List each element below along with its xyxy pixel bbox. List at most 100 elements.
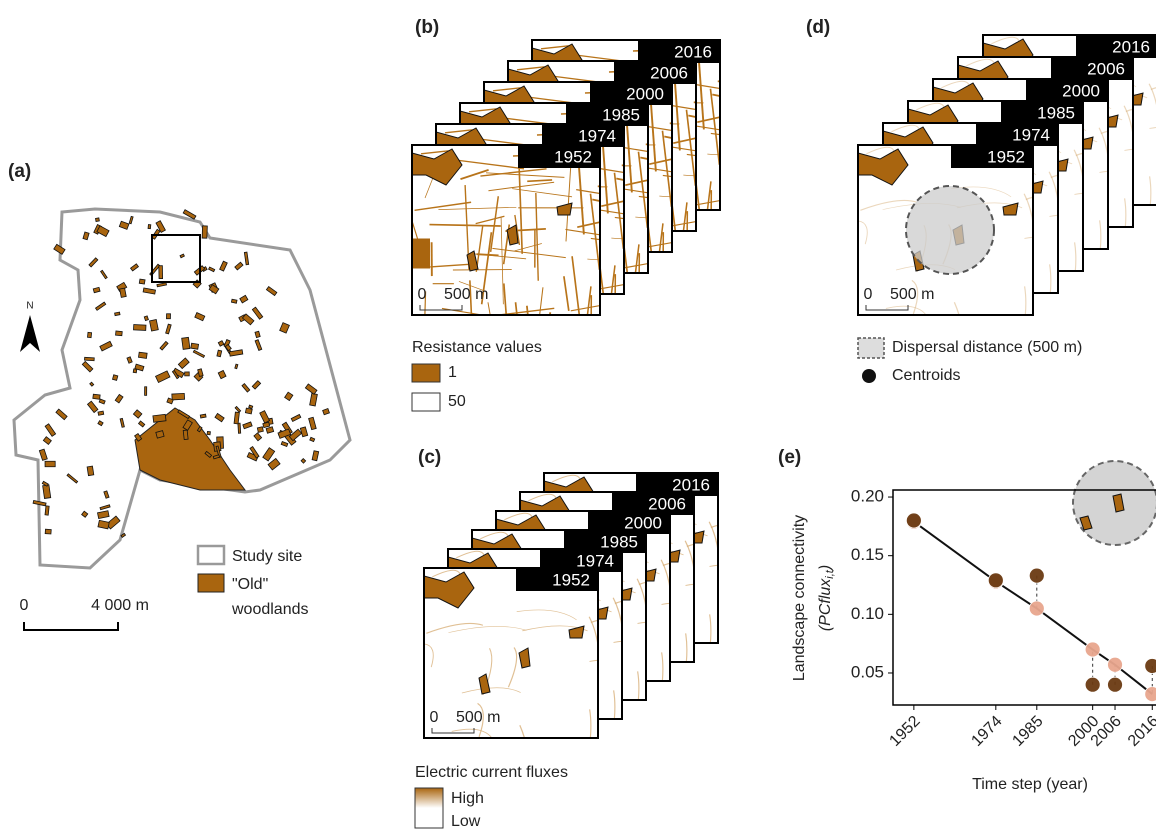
- woodland-patch: [256, 426, 264, 433]
- woodland-patch: [149, 319, 159, 332]
- flux-line: [1119, 226, 1121, 227]
- north-label: N: [26, 301, 33, 312]
- field-edge: [661, 130, 672, 207]
- woodland-patch: [171, 392, 186, 401]
- woodland-patch: [308, 416, 317, 431]
- woodland-patch: [234, 363, 239, 370]
- flux-line: [633, 699, 634, 700]
- woodland-patch: [156, 282, 167, 288]
- field-edge: [610, 265, 616, 294]
- field-edge: [683, 174, 696, 177]
- point: [1028, 600, 1045, 617]
- woodland-patch: [41, 480, 49, 487]
- woodland-patch: [137, 420, 146, 428]
- woodland-patch: [241, 383, 251, 393]
- woodland-patch: [299, 426, 309, 438]
- flux-line: [516, 609, 577, 621]
- flux-line: [590, 619, 598, 624]
- field-edge: [438, 206, 517, 211]
- flux-line: [661, 652, 664, 681]
- woodland-patch: [155, 370, 171, 384]
- legend-label: High: [451, 790, 484, 807]
- flux-line: [1124, 148, 1133, 151]
- field-edge: [512, 188, 573, 198]
- scale-label: 0: [864, 286, 873, 303]
- flux-line: [612, 597, 622, 674]
- inset-woodland: [1112, 493, 1125, 513]
- woodland-patch: [44, 460, 56, 468]
- woodland-patch: [182, 209, 197, 220]
- year-label: 2006: [648, 494, 686, 513]
- woodland-patch: [147, 224, 152, 230]
- woodland-patch: [262, 447, 276, 462]
- woodland-patch: [208, 284, 220, 295]
- field-edge: [516, 66, 545, 71]
- woodland-patch: [181, 336, 191, 350]
- field-edge: [518, 165, 524, 254]
- flux-line: [637, 671, 640, 700]
- woodland-patch: [42, 436, 52, 446]
- legend-label: woodlands: [231, 601, 309, 618]
- woodland-patch: [262, 421, 271, 429]
- woodland: [556, 202, 573, 216]
- flux-line: [519, 724, 526, 738]
- woodland-patch: [259, 410, 271, 424]
- flux-line: [589, 659, 598, 662]
- flux-line: [657, 680, 658, 681]
- year-box: [614, 62, 695, 84]
- flux-line: [953, 301, 960, 315]
- woodland-patch: [88, 257, 99, 268]
- woodland-patch: [241, 313, 255, 326]
- field-edge: [658, 223, 664, 252]
- field-edge: [570, 305, 600, 312]
- woodland-patch: [99, 504, 111, 511]
- flux-line: [1148, 83, 1156, 106]
- woodland-patch: [152, 413, 167, 423]
- woodland-patch: [98, 398, 106, 405]
- scale-label: 0: [418, 286, 427, 303]
- woodland-patch: [214, 412, 225, 423]
- field-edge: [535, 192, 539, 281]
- woodland-patch: [284, 391, 294, 402]
- year-label: 1952: [554, 147, 592, 166]
- point: [1144, 658, 1156, 674]
- scale-label: 500 m: [444, 286, 488, 303]
- flux-line: [1150, 87, 1156, 91]
- field-edge: [480, 168, 547, 177]
- woodland-patch: [133, 324, 147, 331]
- woodland-patch: [243, 251, 250, 266]
- flux-line: [424, 643, 434, 668]
- woodland-patch: [304, 383, 318, 395]
- woodland-patch: [217, 340, 225, 347]
- woodland-patch: [237, 422, 242, 434]
- woodland-patch: [196, 425, 203, 433]
- woodland-patch: [119, 287, 127, 298]
- point: [905, 512, 922, 529]
- flux-line: [613, 640, 622, 643]
- field-edge: [527, 179, 553, 183]
- year-box: [518, 146, 599, 168]
- woodland-patches: [32, 209, 330, 538]
- flux-line: [432, 569, 461, 578]
- flux-line: [684, 540, 694, 617]
- woodland-patch: [300, 457, 307, 464]
- woodland: [1002, 202, 1019, 216]
- field-edge: [634, 244, 640, 273]
- field-edge: [468, 108, 497, 113]
- field-edge: [549, 312, 552, 315]
- woodland: [858, 148, 909, 186]
- scale-bar: [865, 305, 909, 311]
- map-layer: 1952 0 500 m: [857, 144, 1034, 316]
- woodland-patch: [132, 368, 138, 374]
- flux-line: [637, 621, 646, 624]
- year-label: 2016: [1112, 37, 1150, 56]
- flux-line: [1074, 192, 1083, 195]
- y-tick-label: 0.10: [851, 604, 884, 623]
- woodland-patch: [134, 363, 145, 372]
- flux-line: [685, 633, 688, 662]
- woodland-patch: [97, 420, 104, 427]
- flux-line: [1023, 193, 1033, 270]
- woodland-patch: [158, 265, 164, 280]
- flux-line: [1125, 108, 1133, 113]
- woodland-patch: [208, 266, 216, 273]
